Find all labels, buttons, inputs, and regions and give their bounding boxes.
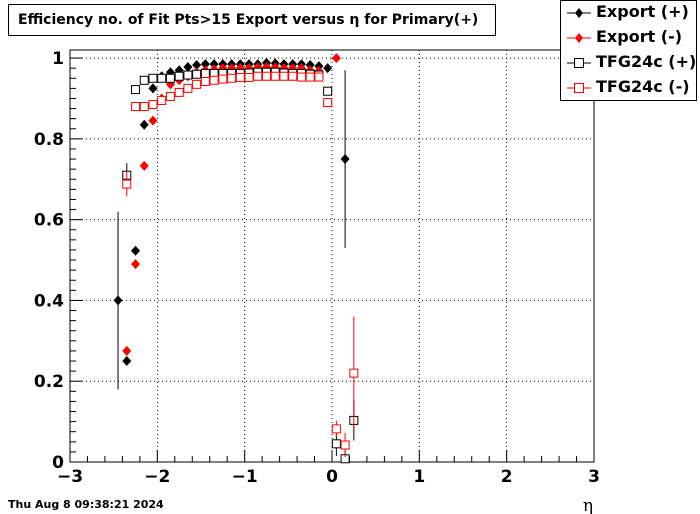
data-point [174,87,184,97]
data-point [157,95,167,105]
data-point [305,72,315,82]
data-point [131,102,140,112]
data-point [148,83,158,94]
data-point [165,73,175,83]
legend-label: Export (-) [596,27,683,46]
data-point [262,71,271,81]
data-point [192,69,202,79]
timestamp: Thu Aug 8 09:38:21 2024 [8,498,164,511]
legend-marker-filled-diamond-black [567,8,591,18]
legend-label: TFG24c (+) [596,52,697,71]
data-point [183,61,193,72]
legend-marker-open-square-black [567,58,591,68]
data-point [131,85,140,95]
x-tick-label: 1 [413,467,425,487]
data-point [122,345,132,356]
data-point [323,98,333,108]
data-point [349,368,359,378]
data-point [340,154,350,165]
y-tick-label: 0.8 [34,130,64,150]
legend-label: TFG24c (-) [596,77,690,96]
y-tick-label: 0.4 [34,291,64,311]
tick-labels: −3 −2 −1 0 1 2 3 0 0.2 0.4 0.6 0.8 1 [34,49,600,487]
x-tick-label: 0 [326,467,338,487]
data-point [148,115,158,126]
legend-item-tfg24c-minus: TFG24c (-) [561,76,698,101]
x-tick-label: −1 [232,467,258,487]
data-point [270,71,280,81]
y-tick-label: 0.2 [34,372,64,392]
data-point [227,73,237,83]
data-point [253,71,263,81]
data-point [323,86,333,96]
data-point [192,79,202,89]
data-point [331,424,341,434]
chart-title: Efficiency no. of Fit Pts>15 Export vers… [18,12,479,28]
legend-marker-filled-diamond-red [567,33,591,43]
legend: Export (+) Export (-) TFG24c (+) TFG24c … [560,0,697,101]
data-point [139,119,149,130]
data-point [296,72,306,82]
data-point [244,72,254,82]
x-tick-label: −3 [57,467,83,487]
data-point [113,295,123,306]
data-point [183,70,193,80]
y-tick-label: 0.6 [34,211,64,231]
data-point [183,83,193,93]
legend-item-export-minus: Export (-) [561,26,698,51]
data-point [139,102,149,112]
data-point [139,160,149,171]
data-point [200,59,210,70]
series-1 [122,53,341,356]
x-tick-label: 2 [501,467,513,487]
data-point [165,91,175,101]
y-tick-label: 1 [52,49,64,69]
legend-label: Export (+) [596,2,689,21]
data-point [200,68,210,78]
x-axis-label: η [583,496,593,514]
axis-ticks [69,57,595,463]
data-point [157,73,167,83]
data-point [148,73,158,83]
data-series [113,53,359,464]
data-point [131,259,140,270]
data-point [218,74,228,84]
data-point [331,439,341,449]
data-point [209,59,219,70]
data-point [323,63,333,74]
data-point [235,72,245,82]
data-point [122,356,132,367]
data-point [305,59,315,70]
data-point [131,245,140,256]
plot-frame [69,49,595,463]
legend-item-export-plus: Export (+) [561,1,698,26]
legend-marker-open-square-red [567,83,591,93]
data-point [139,75,149,85]
data-point [174,71,184,81]
y-tick-label: 0 [52,453,64,473]
data-point [209,75,219,85]
data-point [122,179,132,189]
x-tick-label: 3 [588,467,600,487]
series-3 [122,71,359,458]
data-point [192,59,202,70]
axes-box [69,49,595,463]
data-point [340,440,350,450]
data-point [148,100,158,110]
chart-title-box: Efficiency no. of Fit Pts>15 Export vers… [8,4,496,36]
data-point [314,72,324,82]
data-point [200,77,210,87]
series-2 [122,67,359,464]
grid-lines [70,50,594,462]
data-point [288,71,298,81]
legend-item-tfg24c-plus: TFG24c (+) [561,51,698,76]
x-tick-label: −2 [144,467,170,487]
data-point [331,53,341,64]
data-point [279,71,289,81]
